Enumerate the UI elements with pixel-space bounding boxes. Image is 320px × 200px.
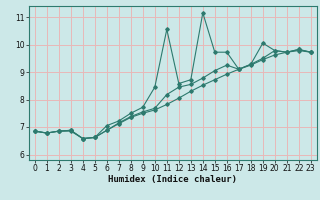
X-axis label: Humidex (Indice chaleur): Humidex (Indice chaleur)	[108, 175, 237, 184]
